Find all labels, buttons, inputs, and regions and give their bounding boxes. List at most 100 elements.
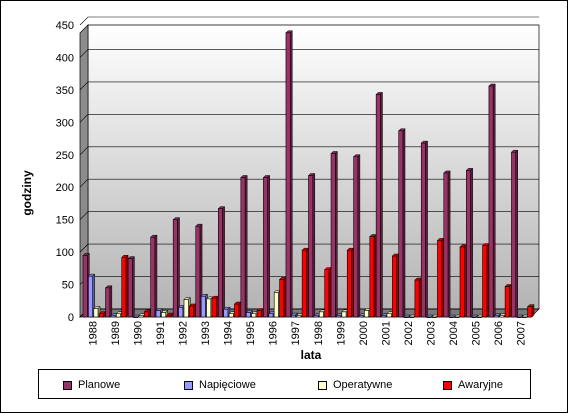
legend-label-planowe: Planowe	[78, 379, 121, 391]
y-tick-label: 450	[56, 20, 74, 32]
bar-awaryjne-1992	[188, 303, 197, 318]
legend-swatch-napieciowe	[184, 380, 193, 390]
legend: Planowe Napięciowe Operatywne Awaryjne	[38, 369, 531, 399]
y-axis-title: godziny	[20, 170, 34, 216]
bar-planowe-1995	[240, 174, 248, 318]
bar-awaryjne-2002	[414, 277, 422, 318]
x-tick-label: 2005	[471, 321, 483, 345]
bar-napięciowe-1991	[155, 307, 163, 318]
x-tick-label: 1993	[200, 321, 212, 345]
legend-item-planowe: Planowe	[63, 378, 120, 392]
bar-awaryjne-1997	[301, 247, 310, 318]
bar-planowe-2005	[465, 167, 474, 318]
legend-item-awaryjne: Awaryjne	[443, 378, 503, 392]
x-tick-label: 2006	[493, 321, 505, 345]
x-tick-label: 2004	[448, 321, 460, 345]
bar-awaryjne-1993	[211, 295, 219, 318]
x-tick-label: 1998	[313, 321, 325, 345]
bar-awaryjne-1996	[278, 276, 287, 318]
legend-swatch-operatywne	[318, 380, 327, 390]
bar-planowe-1990	[127, 255, 136, 318]
gridline	[79, 178, 539, 188]
y-axis-ticks: 0 50 100 150 200 250 300 350 400 450	[56, 20, 74, 324]
bar-planowe-2003	[420, 140, 429, 318]
y-tick-label: 300	[56, 117, 74, 129]
bar-napięciowe-2006	[493, 313, 502, 318]
bar-napięciowe-2002	[403, 314, 412, 318]
y-tick-label: 50	[62, 280, 74, 292]
x-tick-label: 1992	[177, 321, 189, 345]
bar-napięciowe-1988	[87, 273, 96, 318]
x-tick-label: 2002	[403, 321, 415, 345]
bar-planowe-1992	[172, 217, 181, 318]
bar-awaryjne-2004	[459, 244, 467, 318]
gridlines	[79, 16, 539, 318]
bar-planowe-1994	[217, 206, 226, 318]
bars	[82, 30, 535, 318]
bar-operatywne-1991	[160, 309, 169, 318]
bar-awaryjne-2006	[504, 283, 513, 318]
bar-awaryjne-2001	[391, 253, 400, 318]
legend-label-napieciowe: Napięciowe	[199, 379, 256, 391]
bar-awaryjne-1995	[256, 307, 264, 318]
x-tick-label: 1988	[87, 321, 99, 345]
legend-item-napieciowe: Napięciowe	[184, 378, 256, 392]
y-tick-label: 200	[56, 182, 74, 194]
bar-napięciowe-2003	[426, 314, 434, 318]
x-tick-label: 2001	[380, 321, 392, 345]
bar-awaryjne-2003	[436, 237, 445, 318]
bar-awaryjne-2000	[369, 233, 377, 318]
bar-planowe-2001	[375, 91, 384, 318]
bar-awaryjne-2005	[481, 243, 490, 318]
x-tick-label: 1999	[335, 321, 347, 345]
bar-planowe-1996	[262, 174, 271, 318]
bar-planowe-1989	[104, 285, 113, 318]
legend-label-operatywne: Operatywne	[333, 379, 393, 391]
legend-label-awaryjne: Awaryjne	[458, 379, 504, 391]
bar-planowe-1998	[307, 172, 316, 318]
x-tick-label: 1989	[110, 321, 122, 345]
bar-planowe-2006	[488, 83, 496, 318]
bar-awaryjne-2007	[527, 304, 535, 318]
x-axis-title: lata	[301, 348, 322, 362]
bar-awaryjne-1990	[143, 309, 152, 318]
legend-swatch-awaryjne	[443, 380, 452, 390]
x-tick-label: 1995	[245, 321, 257, 345]
bar-planowe-2002	[398, 128, 406, 318]
x-tick-label: 1994	[223, 321, 235, 345]
bar-napięciowe-1996	[268, 311, 276, 318]
x-tick-label: 1997	[290, 321, 302, 345]
bar-planowe-1993	[195, 223, 203, 318]
x-axis-ticks: 1988 1989 1990 1991 1992 1993 1994 1995 1996 1997…	[87, 321, 527, 345]
bar-planowe-1991	[150, 234, 158, 318]
y-tick-label: 150	[56, 215, 74, 227]
y-tick-label: 400	[56, 52, 74, 64]
y-tick-label: 350	[56, 85, 74, 97]
bar-planowe-2004	[443, 170, 451, 318]
x-tick-label: 2003	[426, 321, 438, 345]
bar-operatywne-2004	[453, 314, 462, 318]
bar-planowe-1997	[285, 30, 293, 318]
gridline	[79, 211, 539, 220]
bar-awaryjne-1994	[233, 301, 242, 318]
bar-planowe-2007	[510, 149, 519, 318]
gridline	[79, 114, 539, 123]
gridline	[79, 146, 539, 155]
y-tick-label: 250	[56, 150, 74, 162]
bar-napięciowe-2004	[448, 314, 457, 318]
bar-napięciowe-2007	[516, 314, 524, 318]
legend-item-operatywne: Operatywne	[318, 378, 392, 392]
x-tick-label: 1996	[268, 321, 280, 345]
gridline	[79, 16, 539, 26]
y-tick-label: 100	[56, 247, 74, 259]
gridline	[79, 243, 539, 253]
x-tick-label: 1990	[132, 321, 144, 345]
bar-napięciowe-2005	[471, 314, 479, 318]
x-tick-label: 1991	[155, 321, 167, 345]
x-tick-label: 2007	[516, 321, 528, 345]
bar-awaryjne-1999	[346, 247, 355, 318]
legend-swatch-planowe	[63, 380, 72, 390]
bar-awaryjne-1988	[98, 311, 107, 318]
